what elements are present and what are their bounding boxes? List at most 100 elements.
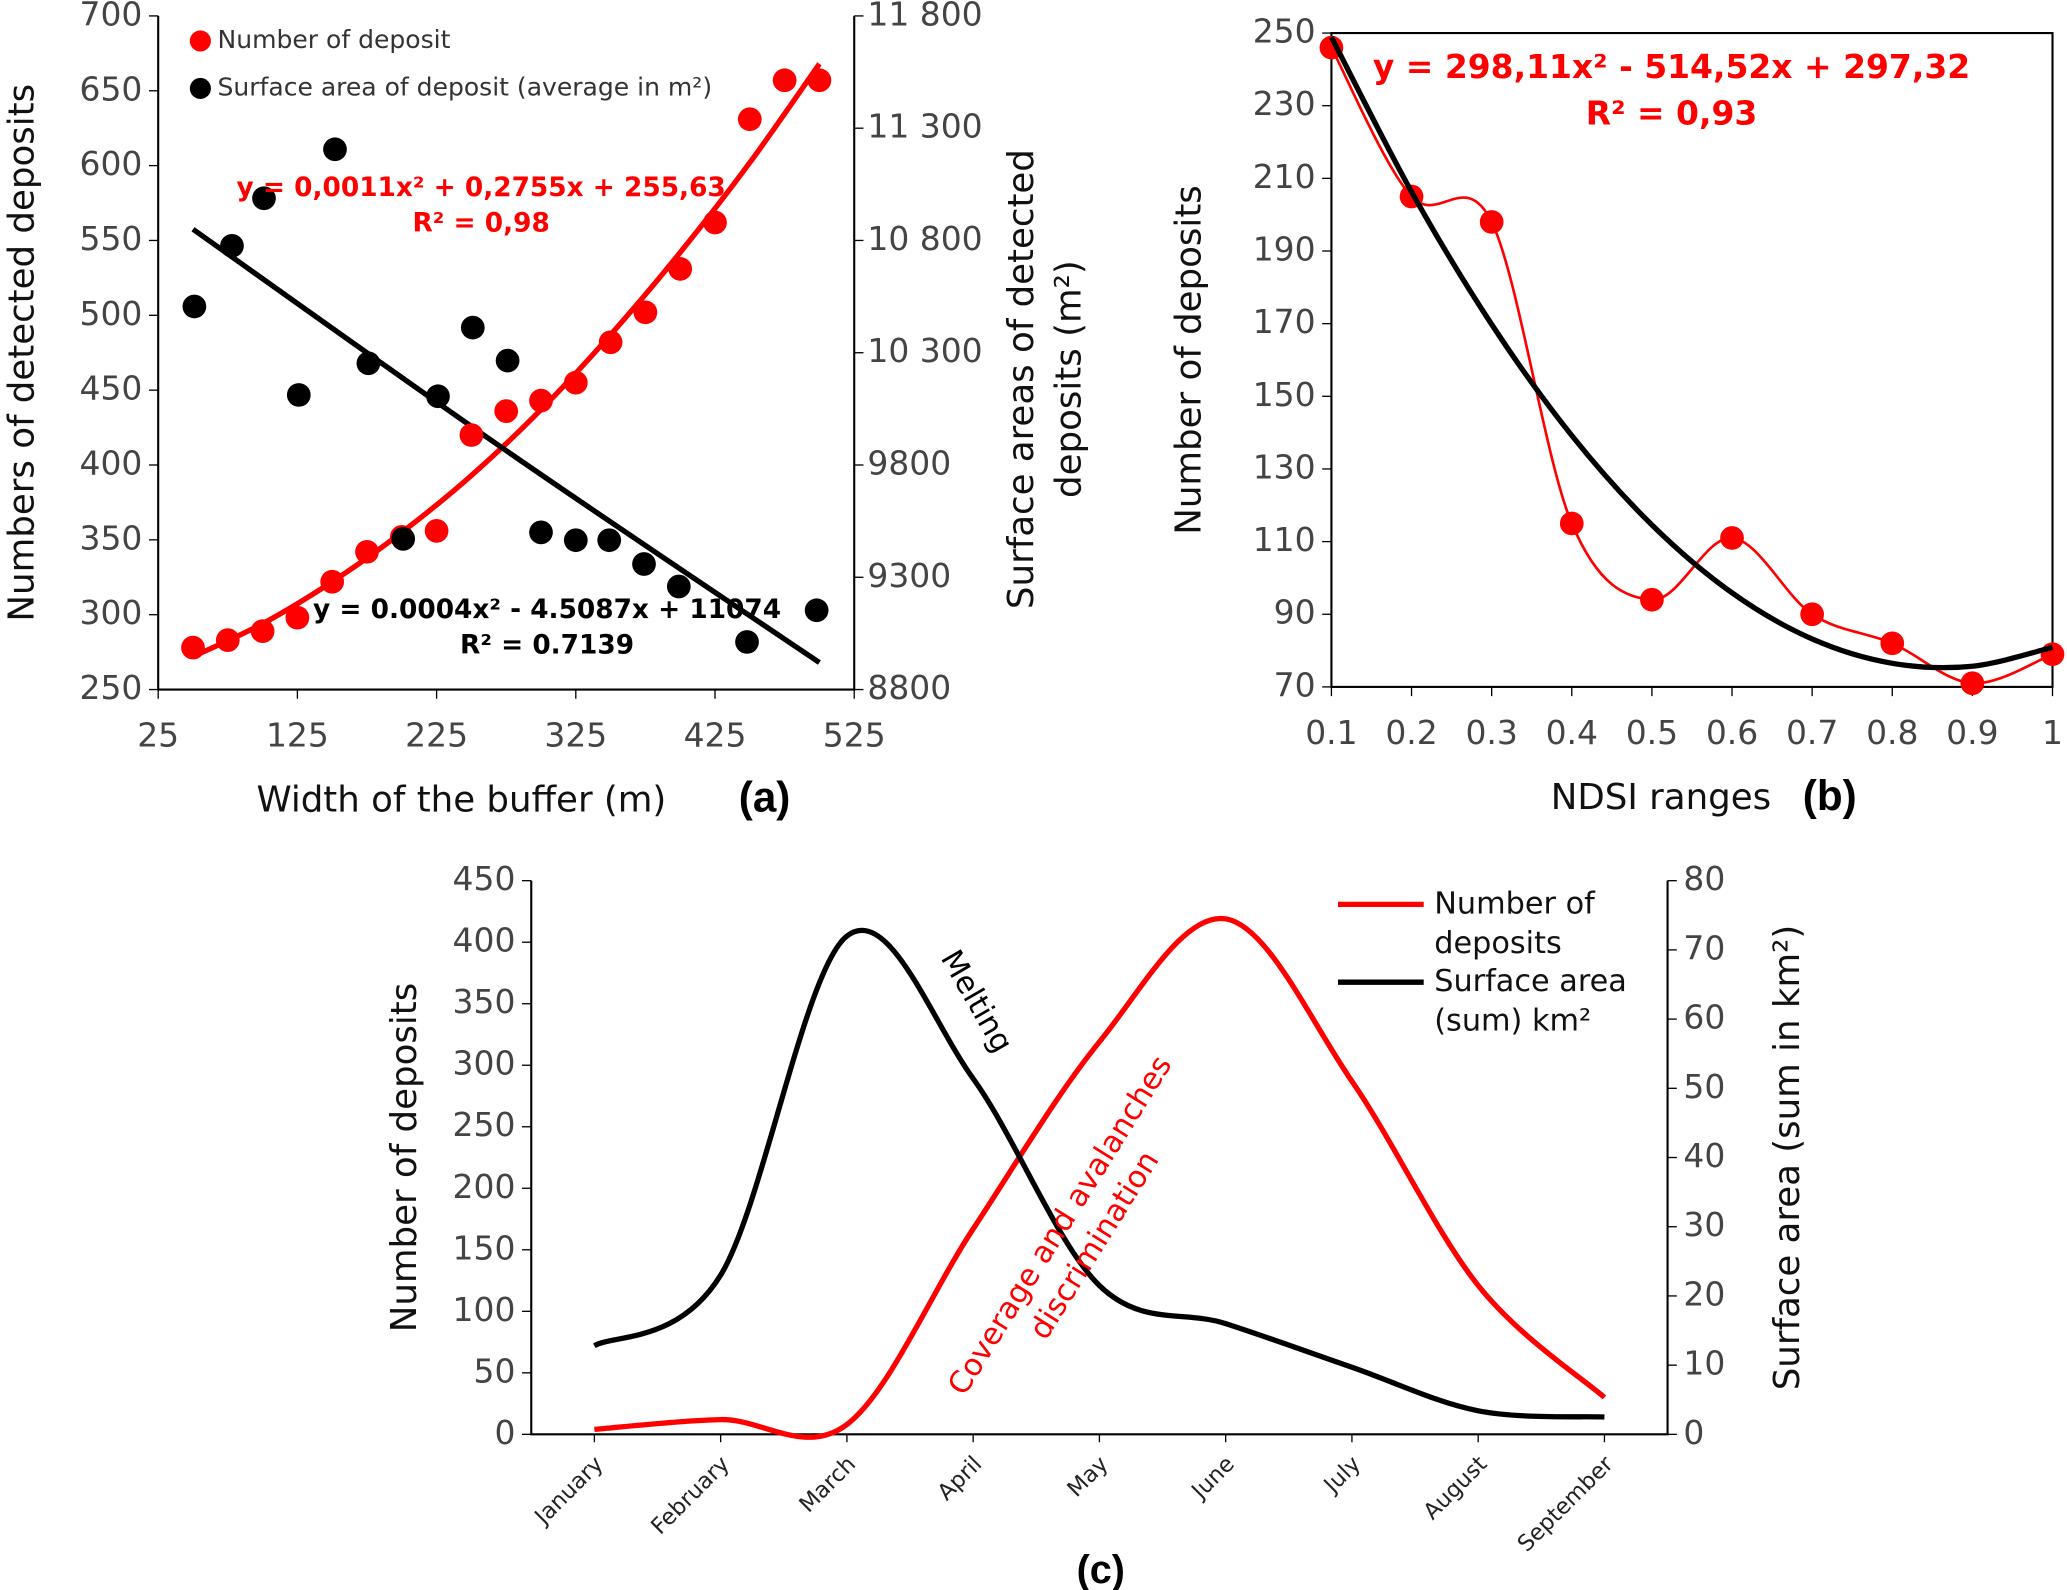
equation: R² = 0,93 (1586, 93, 1758, 132)
x-tick-label: March (794, 1451, 861, 1518)
equation: y = 0.0004x² - 4.5087x + 11074 (313, 595, 781, 625)
point (668, 257, 693, 281)
y-tick-label: 90 (1274, 593, 1316, 632)
point (563, 370, 588, 395)
point (804, 598, 829, 623)
y-tick-label: 300 (453, 1044, 516, 1083)
point (320, 569, 345, 594)
y-tick-label: 130 (1253, 447, 1316, 486)
y-tick-label: 0 (494, 1413, 515, 1452)
y2-tick-label: 11 300 (867, 107, 982, 146)
y-tick-label: 700 (79, 0, 142, 33)
point (285, 605, 310, 630)
y2-tick-label: 11 800 (867, 0, 982, 33)
point (772, 68, 797, 93)
y2-tick-label: 30 (1683, 1205, 1725, 1244)
point (598, 330, 623, 355)
y-tick-label: 500 (79, 294, 142, 333)
x-tick-label: 0.4 (1546, 713, 1598, 752)
x-tick-label: June (1185, 1451, 1239, 1505)
y2-tick-label: 10 (1683, 1344, 1725, 1383)
y2-tick-label: 80 (1683, 859, 1725, 898)
line (1330, 46, 2053, 685)
x-tick-label: September (1513, 1451, 1620, 1558)
legend-label: Surface area (sum) km² (1434, 964, 1627, 1039)
y-tick-label: 400 (79, 444, 142, 483)
y-tick-label: 150 (1253, 375, 1316, 414)
y2-axis-label: Surface area (sum in km²) (1767, 925, 1808, 1391)
x-tick-label: 0.3 (1465, 713, 1517, 752)
line (593, 927, 1605, 1420)
x-tick-label: August (1418, 1451, 1492, 1525)
y-tick-label: 50 (474, 1351, 516, 1390)
y-tick-label: 250 (453, 1105, 516, 1144)
point (1960, 671, 1985, 696)
point (495, 348, 520, 373)
y-axis-label: Number of deposits (384, 983, 425, 1333)
x-tick-label: April (933, 1451, 988, 1506)
point (529, 520, 553, 545)
y2-tick-label: 9800 (867, 444, 951, 483)
point (494, 399, 519, 423)
y-tick-label: 300 (79, 593, 142, 632)
point (1479, 210, 1504, 234)
y-tick-label: 250 (79, 668, 142, 707)
panel-label: (b) (1803, 772, 1857, 819)
point (424, 519, 449, 543)
x-tick-label: 1 (2042, 713, 2063, 752)
y-tick-label: 400 (453, 921, 516, 960)
y-tick-label: 230 (1253, 84, 1316, 123)
point (215, 628, 240, 653)
legend-label: Surface area of deposit (average in m²) (218, 72, 713, 101)
point (1880, 631, 1905, 656)
y-tick-label: 200 (453, 1167, 516, 1206)
point (355, 539, 379, 564)
point (633, 300, 658, 325)
point (426, 384, 450, 409)
y2-axis-label: deposits (m²) (1048, 260, 1089, 498)
point (563, 528, 588, 553)
point (182, 294, 207, 319)
x-tick-label: February (646, 1451, 735, 1540)
y2-tick-label: 10 800 (867, 219, 982, 258)
legend-marker (189, 30, 211, 52)
point (250, 619, 275, 644)
x-axis-label: Width of the buffer (m) (256, 780, 666, 821)
x-tick-label: 0.2 (1385, 713, 1437, 752)
point (220, 233, 244, 258)
point (356, 351, 381, 376)
y2-tick-label: 40 (1683, 1136, 1725, 1175)
y-tick-label: 190 (1253, 230, 1316, 269)
y-tick-label: 100 (453, 1290, 516, 1329)
equation: R² = 0,98 (412, 209, 549, 239)
x-tick-label: 525 (823, 715, 886, 754)
y2-tick-label: 50 (1683, 1067, 1725, 1106)
y-axis-label: Number of deposits (1168, 185, 1209, 535)
equation: y = 0,0011x² + 0,2755x + 255,63 (237, 173, 726, 203)
y-tick-label: 250 (1253, 12, 1316, 51)
point (735, 630, 759, 654)
point (666, 574, 691, 599)
point (737, 107, 762, 132)
legend-marker (189, 77, 211, 99)
x-axis-label: NDSI ranges (1551, 777, 1771, 818)
point (459, 423, 484, 447)
y-tick-label: 350 (453, 982, 516, 1021)
point (597, 528, 622, 553)
point (632, 552, 656, 576)
point (703, 210, 727, 235)
y-tick-label: 600 (79, 144, 142, 183)
fit-line (1329, 35, 2054, 671)
plot-frame (1330, 32, 2054, 688)
x-tick-label: 0.9 (1946, 713, 1998, 752)
x-tick-label: 0.7 (1786, 713, 1838, 752)
point (2040, 642, 2065, 667)
point (1720, 526, 1744, 550)
x-tick-label: 0.1 (1305, 713, 1357, 752)
y-tick-label: 650 (79, 69, 142, 108)
y2-tick-label: 0 (1683, 1413, 1704, 1452)
x-tick-label: 0.5 (1626, 713, 1678, 752)
y2-tick-label: 60 (1683, 998, 1725, 1037)
